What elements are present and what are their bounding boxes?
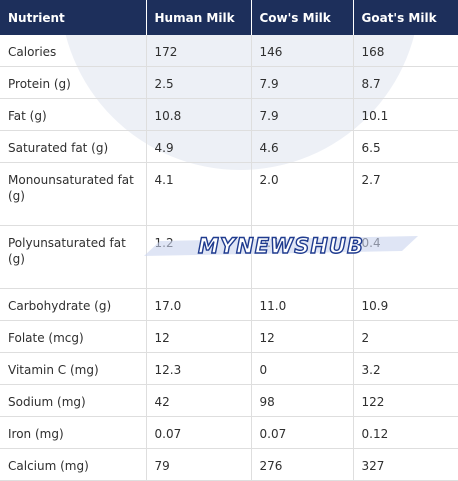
table-header-row: Nutrient Human Milk Cow's Milk Goat's Mi… <box>0 0 458 35</box>
nutrient-cell: Saturated fat (g) <box>0 130 147 163</box>
header-goats-milk: Goat's Milk <box>353 0 458 35</box>
cows-milk-cell: 11.0 <box>251 288 354 321</box>
mynewshub-watermark-logo: MYNEWSHUB <box>140 232 422 262</box>
nutrient-cell: Polyunsaturated fat (g) <box>0 225 147 289</box>
cows-milk-cell: 7.9 <box>251 66 354 99</box>
human-milk-cell: 12 <box>146 320 252 353</box>
header-nutrient: Nutrient <box>0 0 147 35</box>
cows-milk-cell: 7.9 <box>251 98 354 131</box>
human-milk-cell: 2.5 <box>146 66 252 99</box>
cows-milk-cell: 146 <box>251 35 354 67</box>
nutrient-cell: Monounsaturated fat (g) <box>0 162 147 226</box>
nutrient-cell: Vitamin C (mg) <box>0 352 147 385</box>
table-row: Fat (g) 10.8 7.9 10.1 <box>0 98 458 131</box>
watermark-logo-graphic: MYNEWSHUB <box>144 233 418 259</box>
table-row: Vitamin C (mg) 12.3 0 3.2 <box>0 352 458 385</box>
human-milk-cell: 42 <box>146 384 252 417</box>
table-row: Calcium (mg) 79 276 327 <box>0 448 458 481</box>
nutrient-cell: Calcium (mg) <box>0 448 147 481</box>
table-row: Sodium (mg) 42 98 122 <box>0 384 458 417</box>
table-row: Polyunsaturated fat (g) 1.2 0.5 0.4 <box>0 225 458 289</box>
human-milk-cell: 0.07 <box>146 416 252 449</box>
nutrient-cell: Iron (mg) <box>0 416 147 449</box>
nutrient-cell: Fat (g) <box>0 98 147 131</box>
nutrient-cell: Folate (mcg) <box>0 320 147 353</box>
table-row: Carbohydrate (g) 17.0 11.0 10.9 <box>0 288 458 321</box>
cows-milk-cell: 4.6 <box>251 130 354 163</box>
cows-milk-cell: 0 <box>251 352 354 385</box>
goats-milk-cell: 327 <box>353 448 458 481</box>
table-row: Iron (mg) 0.07 0.07 0.12 <box>0 416 458 449</box>
human-milk-cell: 4.9 <box>146 130 252 163</box>
cows-milk-cell: 2.0 <box>251 162 354 226</box>
human-milk-cell: 10.8 <box>146 98 252 131</box>
nutrient-cell: Protein (g) <box>0 66 147 99</box>
goats-milk-cell: 6.5 <box>353 130 458 163</box>
human-milk-cell: 79 <box>146 448 252 481</box>
header-cows-milk: Cow's Milk <box>251 0 354 35</box>
goats-milk-cell: 8.7 <box>353 66 458 99</box>
watermark-text: MYNEWSHUB <box>198 234 364 258</box>
cows-milk-cell: 0.07 <box>251 416 354 449</box>
goats-milk-cell: 3.2 <box>353 352 458 385</box>
human-milk-cell: 4.1 <box>146 162 252 226</box>
table-row: Calories 172 146 168 <box>0 35 458 67</box>
table-row: Saturated fat (g) 4.9 4.6 6.5 <box>0 130 458 163</box>
cows-milk-cell: 98 <box>251 384 354 417</box>
human-milk-cell: 1.2 <box>146 225 252 289</box>
goats-milk-cell: 122 <box>353 384 458 417</box>
goats-milk-cell: 2 <box>353 320 458 353</box>
nutrient-cell: Calories <box>0 35 147 67</box>
cows-milk-cell: 0.5 <box>251 225 354 289</box>
cows-milk-cell: 276 <box>251 448 354 481</box>
goats-milk-cell: 168 <box>353 35 458 67</box>
table-row: Monounsaturated fat (g) 4.1 2.0 2.7 <box>0 162 458 226</box>
header-human-milk: Human Milk <box>146 0 252 35</box>
human-milk-cell: 17.0 <box>146 288 252 321</box>
goats-milk-cell: 2.7 <box>353 162 458 226</box>
nutrient-cell: Sodium (mg) <box>0 384 147 417</box>
nutrient-cell: Carbohydrate (g) <box>0 288 147 321</box>
goats-milk-cell: 10.9 <box>353 288 458 321</box>
cows-milk-cell: 12 <box>251 320 354 353</box>
human-milk-cell: 12.3 <box>146 352 252 385</box>
goats-milk-cell: 10.1 <box>353 98 458 131</box>
human-milk-cell: 172 <box>146 35 252 67</box>
table-row: Protein (g) 2.5 7.9 8.7 <box>0 66 458 99</box>
goats-milk-cell: 0.12 <box>353 416 458 449</box>
table-row: Folate (mcg) 12 12 2 <box>0 320 458 353</box>
